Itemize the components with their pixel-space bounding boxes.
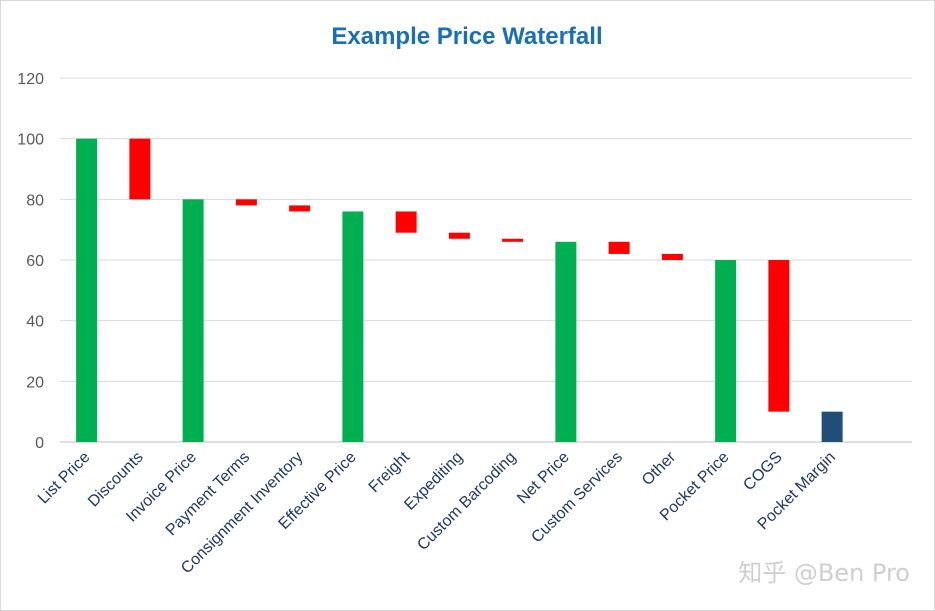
y-tick-label: 60 xyxy=(26,253,44,270)
bar-custom-barcoding xyxy=(502,238,524,242)
chart-title: Example Price Waterfall xyxy=(331,23,602,50)
y-tick-label: 80 xyxy=(26,192,44,209)
bar-cogs xyxy=(768,260,790,412)
bar-list-price xyxy=(76,138,98,442)
bar-other xyxy=(661,253,683,260)
bar-freight xyxy=(395,211,417,233)
x-tick-label: Other xyxy=(639,448,680,489)
y-axis-ticks: 0 20 40 60 80 100 120 xyxy=(17,71,44,452)
y-tick-label: 40 xyxy=(26,314,44,331)
y-tick-label: 20 xyxy=(26,374,44,391)
bar-net-price xyxy=(555,241,577,442)
x-tick-label: Custom Services xyxy=(528,449,626,547)
bar-payment-terms xyxy=(235,199,257,206)
y-tick-label: 120 xyxy=(17,71,44,88)
x-tick-label: Freight xyxy=(366,448,414,496)
bar-expediting xyxy=(448,232,470,239)
bar-pocket-margin xyxy=(821,411,843,442)
bar-discounts xyxy=(129,138,151,200)
bar-consignment-inventory xyxy=(289,205,311,212)
bars xyxy=(76,138,843,442)
y-tick-label: 100 xyxy=(17,132,44,149)
y-tick-label: 0 xyxy=(35,435,44,452)
x-tick-label: COGS xyxy=(740,449,785,494)
bar-custom-services xyxy=(608,241,630,254)
watermark: 知乎 @Ben Pro xyxy=(738,559,910,587)
bar-pocket-price xyxy=(715,260,737,442)
x-tick-label: Custom Barcoding xyxy=(414,449,519,554)
bar-effective-price xyxy=(342,211,364,442)
bar-invoice-price xyxy=(182,199,204,442)
